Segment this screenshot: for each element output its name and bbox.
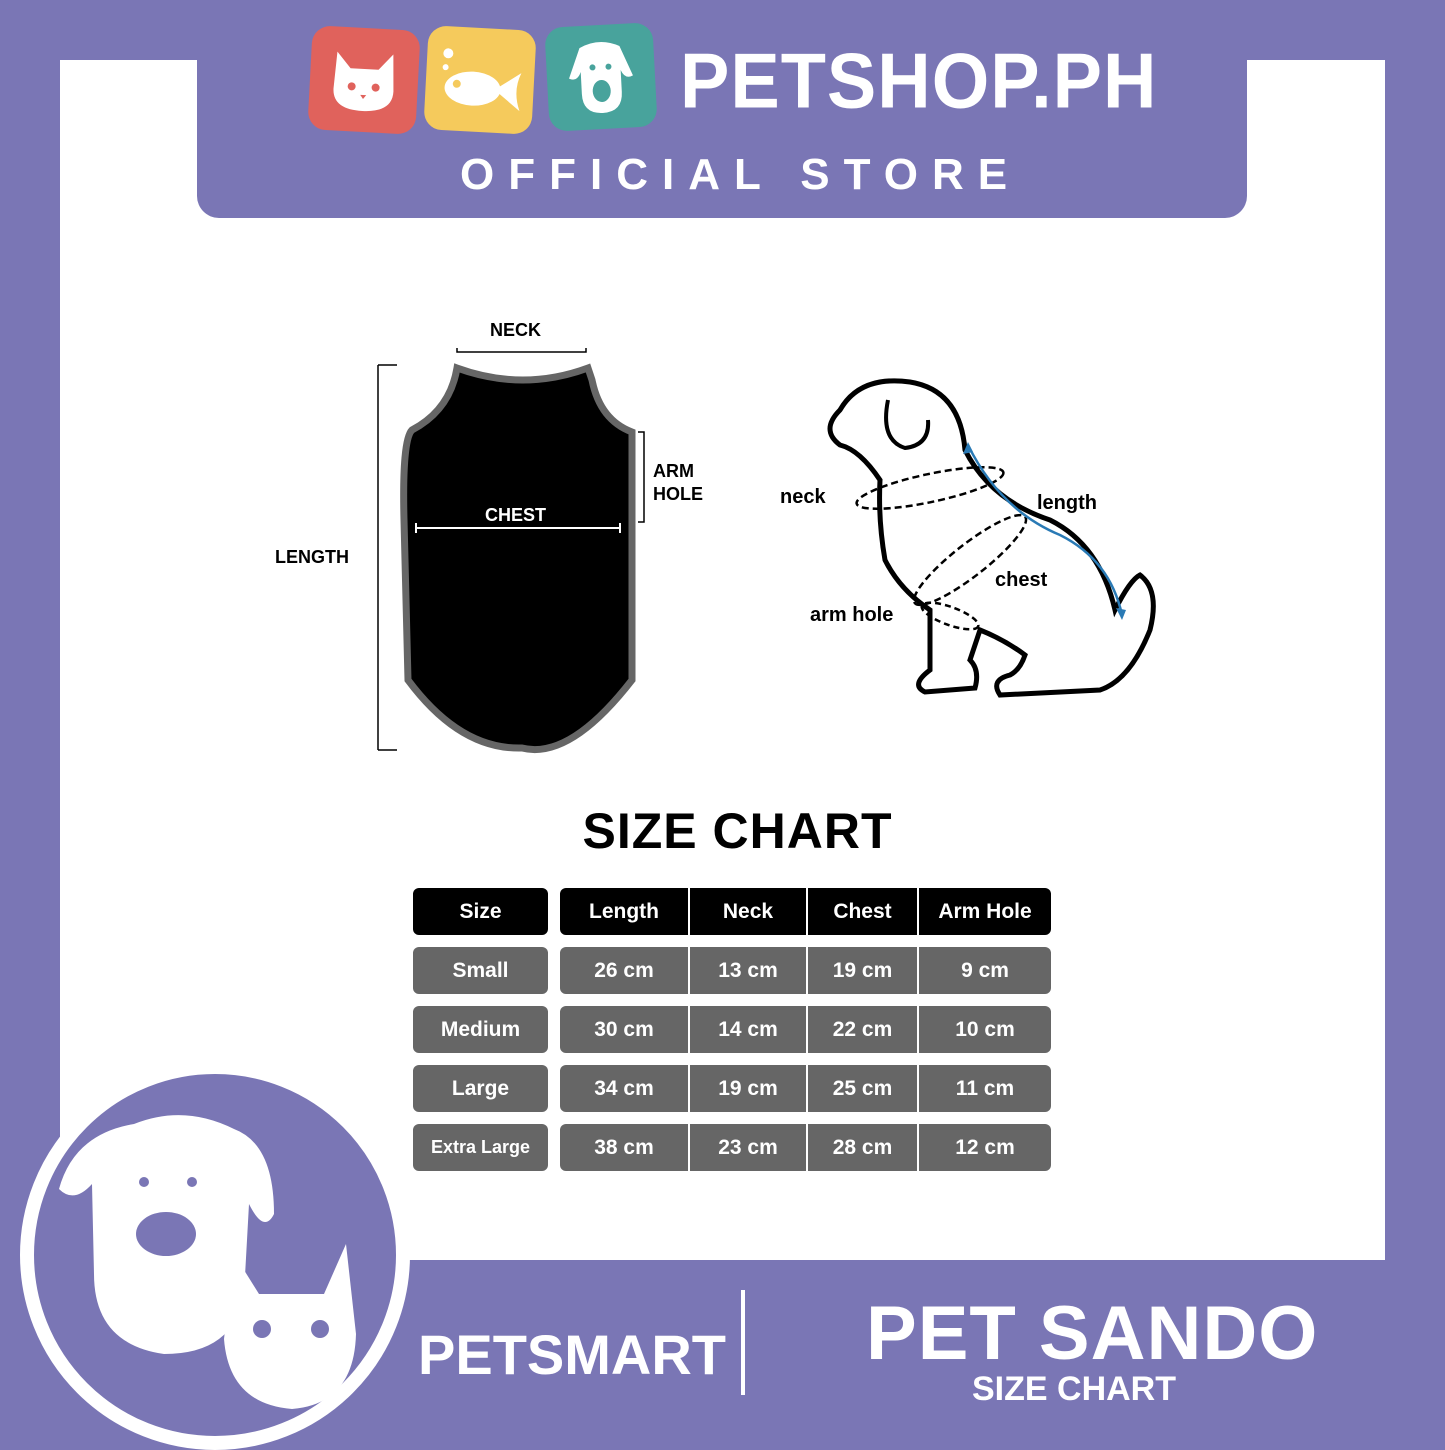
table-cell: Extra Large: [413, 1124, 548, 1171]
length-label: LENGTH: [275, 547, 349, 567]
table-cell: 23 cm: [690, 1124, 806, 1171]
brand-logo-text: PETSHOP.PH: [680, 36, 1158, 125]
chest-label: CHEST: [485, 505, 547, 525]
shirt-diagram: [377, 348, 645, 753]
product-subtitle: SIZE CHART: [972, 1370, 1176, 1408]
table-cell: Large: [413, 1065, 548, 1112]
arm-hole-label: ARM: [653, 461, 694, 481]
dog-cat-icon: [59, 1115, 356, 1409]
dog-icon: [544, 22, 658, 132]
table-cell: 14 cm: [690, 1006, 806, 1053]
table-cell: 10 cm: [919, 1006, 1051, 1053]
table-cell: 9 cm: [919, 947, 1051, 994]
petsmart-brand: PETSMART: [418, 1323, 726, 1386]
table-cell: 22 cm: [808, 1006, 917, 1053]
table-cell: 28 cm: [808, 1124, 917, 1171]
cat-icon: [307, 25, 421, 135]
pet-emblem: [20, 1060, 410, 1450]
header-banner: [197, 0, 1247, 218]
table-cell: 25 cm: [808, 1065, 917, 1112]
neck-label: NECK: [490, 320, 542, 340]
table-cell: 34 cm: [560, 1065, 688, 1112]
table-header-cell: Chest: [808, 888, 917, 935]
table-header-cell: Arm Hole: [919, 888, 1051, 935]
content-panel: [60, 60, 1385, 1260]
size-chart-title: SIZE CHART: [582, 803, 893, 859]
table-cell: 19 cm: [690, 1065, 806, 1112]
table-cell: 19 cm: [808, 947, 917, 994]
table-cell: 12 cm: [919, 1124, 1051, 1171]
dog-arm-hole-label: arm hole: [810, 604, 894, 626]
dog-chest-label: chest: [995, 569, 1048, 591]
arm-hole-label-2: HOLE: [653, 484, 704, 504]
table-cell: Small: [413, 947, 548, 994]
table-cell: 30 cm: [560, 1006, 688, 1053]
dog-length-label: length: [1037, 492, 1097, 514]
table-cell: 38 cm: [560, 1124, 688, 1171]
table-header-cell: Size: [413, 888, 548, 935]
official-store-tagline: OFFICIAL STORE: [460, 150, 1022, 199]
divider: [741, 1290, 745, 1395]
table-cell: Medium: [413, 1006, 548, 1053]
fish-icon: [423, 25, 537, 135]
table-cell: 11 cm: [919, 1065, 1051, 1112]
table-header-cell: Length: [560, 888, 688, 935]
product-name: PET SANDO: [866, 1291, 1319, 1376]
table-cell: 26 cm: [560, 947, 688, 994]
dog-neck-label: neck: [780, 486, 826, 508]
table-header-cell: Neck: [690, 888, 806, 935]
table-cell: 13 cm: [690, 947, 806, 994]
dog-measurement-diagram: [827, 378, 1156, 698]
